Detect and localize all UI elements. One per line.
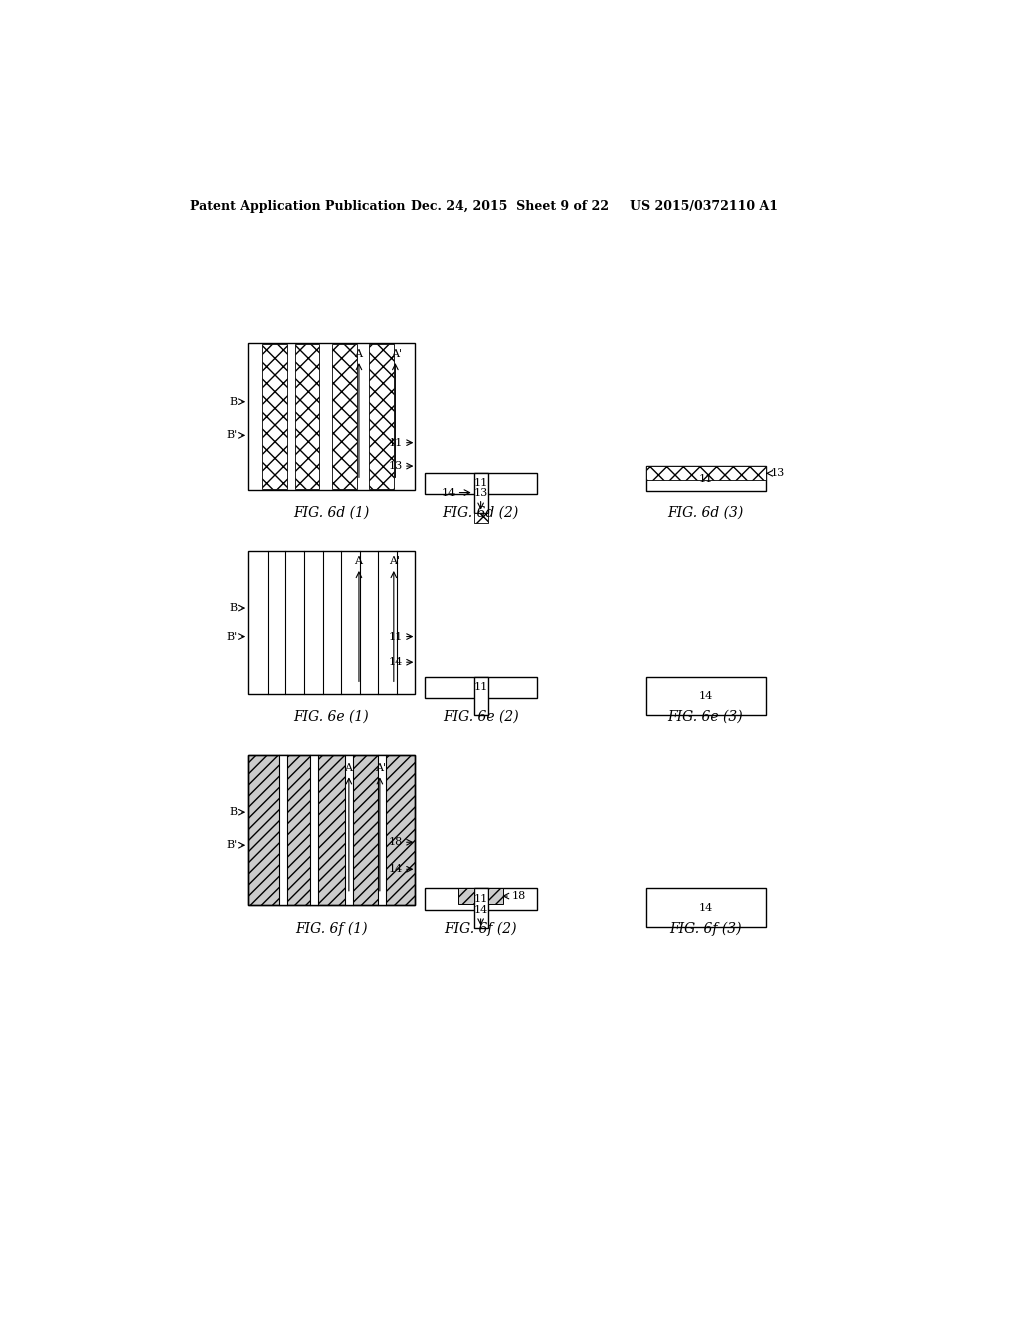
Text: 13: 13 <box>770 469 784 478</box>
Text: FIG. 6f (1): FIG. 6f (1) <box>295 921 368 936</box>
Text: FIG. 6e (1): FIG. 6e (1) <box>293 710 369 723</box>
Text: A': A' <box>390 348 401 359</box>
Bar <box>458 888 474 904</box>
Text: A': A' <box>389 557 400 566</box>
Bar <box>646 677 766 715</box>
Bar <box>474 677 487 715</box>
Bar <box>369 345 394 488</box>
Bar <box>345 756 352 904</box>
Text: FIG. 6f (3): FIG. 6f (3) <box>669 921 741 936</box>
Bar <box>280 756 287 904</box>
Text: FIG. 6e (3): FIG. 6e (3) <box>668 710 743 723</box>
Bar <box>646 466 766 491</box>
Text: FIG. 6d (2): FIG. 6d (2) <box>442 506 519 520</box>
Text: FIG. 6f (2): FIG. 6f (2) <box>444 921 517 936</box>
Bar <box>487 888 503 904</box>
Bar <box>248 755 415 906</box>
Text: 11: 11 <box>389 438 403 447</box>
Text: Patent Application Publication: Patent Application Publication <box>190 199 406 213</box>
Bar <box>248 343 415 490</box>
Text: 14: 14 <box>698 690 713 701</box>
Text: 11: 11 <box>389 631 403 642</box>
Text: FIG. 6e (2): FIG. 6e (2) <box>442 710 518 723</box>
Text: 18: 18 <box>512 891 526 902</box>
Bar <box>310 756 317 904</box>
Text: FIG. 6d (1): FIG. 6d (1) <box>293 506 370 520</box>
Text: 18: 18 <box>389 837 403 847</box>
Text: 11: 11 <box>698 474 713 483</box>
Bar <box>646 466 766 480</box>
Text: 13: 13 <box>473 488 487 498</box>
Bar <box>474 888 487 928</box>
Bar <box>474 512 487 524</box>
Text: B': B' <box>226 631 238 642</box>
Bar <box>378 756 386 904</box>
Text: Dec. 24, 2015  Sheet 9 of 22: Dec. 24, 2015 Sheet 9 of 22 <box>411 199 609 213</box>
Bar <box>332 345 356 488</box>
Text: A: A <box>344 763 352 774</box>
Text: B: B <box>229 808 238 817</box>
Text: A: A <box>354 557 362 566</box>
Text: US 2015/0372110 A1: US 2015/0372110 A1 <box>630 199 778 213</box>
Text: 11: 11 <box>473 894 487 904</box>
Bar <box>425 677 538 698</box>
Text: 11: 11 <box>473 478 487 488</box>
Text: 14: 14 <box>698 903 713 912</box>
Bar <box>474 473 487 512</box>
Text: 14: 14 <box>389 657 403 667</box>
Text: 14: 14 <box>473 906 487 915</box>
Bar <box>262 345 287 488</box>
Bar <box>425 473 538 494</box>
Bar <box>425 888 538 909</box>
Bar <box>248 552 415 693</box>
Text: B: B <box>229 397 238 407</box>
Text: FIG. 6d (3): FIG. 6d (3) <box>668 506 743 520</box>
Bar <box>646 888 766 927</box>
Text: 14: 14 <box>389 865 403 874</box>
Text: 11: 11 <box>473 682 487 693</box>
Text: B': B' <box>226 841 238 850</box>
Text: B': B' <box>226 430 238 441</box>
Text: A': A' <box>375 763 386 774</box>
Bar <box>248 755 415 906</box>
Text: 14: 14 <box>441 487 456 498</box>
Text: B: B <box>229 603 238 612</box>
Text: 13: 13 <box>389 461 403 471</box>
Text: A: A <box>354 348 362 359</box>
Bar <box>295 345 319 488</box>
